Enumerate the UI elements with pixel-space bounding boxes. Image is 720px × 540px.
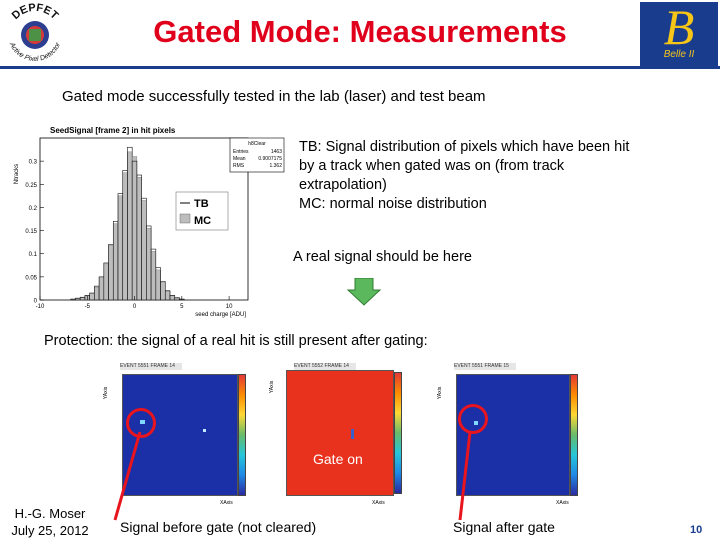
- belle2-logo-text: Belle II: [663, 49, 695, 60]
- heatmap-plot: [456, 374, 570, 496]
- y-tick-label: 0.05: [25, 275, 37, 281]
- y-tick-label: 0: [34, 299, 38, 305]
- y-tick-label: 0.3: [29, 160, 38, 166]
- caption-after: Signal after gate: [453, 519, 555, 535]
- hit-circle-icon: [126, 408, 156, 438]
- legend-label-mc: MC: [194, 215, 211, 227]
- legend-box: [175, 191, 229, 231]
- heatmap-before: EVENT 5551 FRAME 14 YAxis XAxis: [102, 360, 252, 508]
- heatmap-title: EVENT 5552 FRAME 14: [294, 363, 356, 370]
- depfet-logo-icon: DEPFET Active Pixel Detector: [7, 2, 62, 63]
- belle2-logo-letter: B: [663, 0, 695, 55]
- pointer-line-after: [458, 431, 472, 521]
- x-axis-label: seed charge [ADU]: [195, 312, 246, 318]
- histogram-panel: SeedSignal [frame 2] in hit pixels 0 0.05 0…: [8, 124, 286, 320]
- heatmap-xlabel: XAxis: [372, 500, 385, 506]
- legend-swatch-mc: [179, 213, 191, 224]
- tb-line-1: TB: Signal distribution of pixels which …: [299, 139, 630, 155]
- y-axis-label: Ntracks: [14, 164, 20, 184]
- real-signal-note: A real signal should be here: [293, 249, 472, 265]
- heatmap-title: EVENT 5551 FRAME 15: [454, 363, 516, 370]
- depfet-logo: DEPFET Active Pixel Detector: [2, 2, 68, 64]
- stats-label: Mean: [233, 156, 246, 162]
- y-tick-label: 0.1: [29, 252, 38, 258]
- slide-title: Gated Mode: Measurements: [153, 14, 567, 49]
- x-tick-label: 5: [180, 304, 184, 310]
- stats-label: Entries: [233, 149, 249, 155]
- stats-value: 1463: [271, 149, 282, 155]
- tb-description: TB: Signal distribution of pixels which …: [299, 138, 709, 214]
- svg-text:DEPFET: DEPFET: [10, 2, 61, 22]
- heatmap-plot: Gate on: [286, 370, 394, 496]
- histogram-chart: SeedSignal [frame 2] in hit pixels 0 0.05 0…: [14, 126, 285, 318]
- caption-before: Signal before gate (not cleared): [120, 519, 317, 535]
- heatmap-xlabel: XAxis: [556, 500, 569, 506]
- y-tick-label: 0.25: [25, 183, 37, 189]
- stats-value: 1.362: [269, 163, 282, 169]
- depfet-logo-text: DEPFET: [10, 2, 61, 22]
- belle2-logo: B Belle II: [640, 0, 718, 66]
- hit-pixel: [351, 429, 354, 439]
- heatmap-colorbar: [394, 372, 402, 494]
- x-tick-label: 0: [133, 304, 137, 310]
- y-tick-label: 0.2: [29, 206, 38, 212]
- presentation-date: July 25, 2012: [11, 523, 89, 538]
- page-number: 10: [690, 524, 703, 536]
- chart-title: SeedSignal [frame 2] in hit pixels: [50, 126, 176, 135]
- heatmap-colorbar: [238, 374, 246, 496]
- hit-circle-icon: [458, 404, 488, 434]
- heatmap-gate: EVENT 5552 FRAME 14 YAxis Gate on XAxis: [269, 360, 402, 508]
- x-tick-label: -5: [85, 304, 91, 310]
- pointer-line-before: [113, 431, 142, 521]
- title-rule: [0, 66, 720, 69]
- tb-line-2: by a track when gated was on (from track: [299, 158, 565, 174]
- legend-label-tb: TB: [194, 198, 209, 210]
- author-name: H.-G. Moser: [14, 506, 86, 521]
- stats-value: 0.9007175: [258, 156, 282, 162]
- gate-on-label: Gate on: [313, 451, 363, 467]
- heatmap-colorbar: [570, 374, 578, 496]
- mc-line: MC: normal noise distribution: [299, 196, 487, 212]
- stats-name: h8Clear: [248, 141, 266, 147]
- heatmap-xlabel: XAxis: [220, 500, 233, 506]
- hit-pixel: [203, 429, 206, 432]
- slide-subtitle: Gated mode successfully tested in the la…: [62, 88, 486, 105]
- x-tick-label: -10: [36, 304, 45, 310]
- down-arrow-icon: [346, 277, 382, 306]
- protection-note: Protection: the signal of a real hit is …: [44, 333, 428, 349]
- stats-label: RMS: [233, 163, 245, 169]
- heatmap-after: EVENT 5551 FRAME 15 YAxis XAxis: [436, 360, 586, 508]
- footer-author: H.-G. Moser July 25, 2012: [8, 505, 92, 539]
- tb-line-3: extrapolation): [299, 177, 387, 193]
- heatmap-title: EVENT 5551 FRAME 14: [120, 363, 182, 370]
- y-tick-label: 0.15: [25, 229, 37, 235]
- stats-box: [229, 137, 285, 173]
- x-tick-label: 10: [226, 304, 233, 310]
